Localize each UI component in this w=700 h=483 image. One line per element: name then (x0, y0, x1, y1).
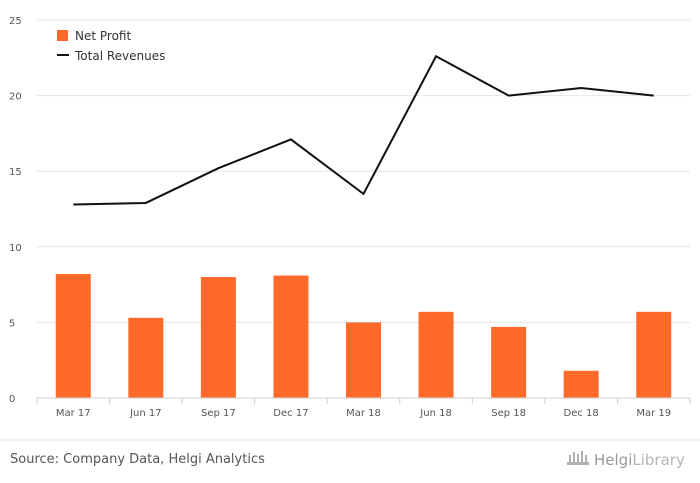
legend-label-line: Total Revenues (74, 49, 165, 63)
grid (37, 19, 690, 323)
x-tick-label: Mar 17 (56, 408, 91, 419)
x-tick-label: Jun 17 (129, 408, 162, 419)
bar (346, 322, 381, 398)
y-tick-label: 25 (9, 16, 22, 27)
bar (273, 275, 309, 398)
y-tick-label: 15 (9, 167, 22, 178)
legend: Net Profit Total Revenues (57, 29, 165, 63)
x-tick-label: Sep 17 (201, 408, 236, 419)
bar (563, 370, 599, 398)
line-series (73, 54, 654, 206)
brand-logo: HelgiLibrary (567, 451, 685, 469)
x-tick-label: Sep 18 (491, 408, 526, 419)
x-tick-label: Dec 18 (564, 408, 599, 419)
x-tick-label: Mar 18 (346, 408, 381, 419)
legend-swatch-bar (57, 30, 68, 41)
bar (636, 311, 672, 398)
y-tick-label: 0 (9, 394, 15, 405)
x-axis: Mar 17 Jun 17 Sep 17 Dec 17 Mar 18 Jun 18 Sep … (36, 397, 691, 419)
y-tick-label: 20 (9, 92, 22, 103)
bar (418, 311, 454, 398)
bar-series (55, 274, 672, 398)
y-tick-label: 10 (9, 243, 22, 254)
x-tick-label: Dec 17 (273, 408, 308, 419)
svg-text:HelgiLibrary: HelgiLibrary (594, 451, 685, 469)
library-building-icon (567, 451, 589, 465)
brand-name-part2: Library (632, 451, 685, 469)
source-text: Source: Company Data, Helgi Analytics (10, 452, 265, 467)
y-tick-label: 5 (9, 318, 15, 329)
bar (200, 277, 236, 398)
bar (491, 326, 527, 398)
legend-label-bar: Net Profit (75, 29, 131, 43)
y-axis-labels: 0 5 10 15 20 25 (9, 16, 22, 405)
revenue-line (73, 54, 654, 206)
bar (55, 274, 91, 398)
x-tick-label: Mar 19 (636, 408, 671, 419)
bar (128, 317, 164, 398)
x-tick-label: Jun 18 (419, 408, 452, 419)
brand-name-part1: Helgi (594, 451, 632, 469)
